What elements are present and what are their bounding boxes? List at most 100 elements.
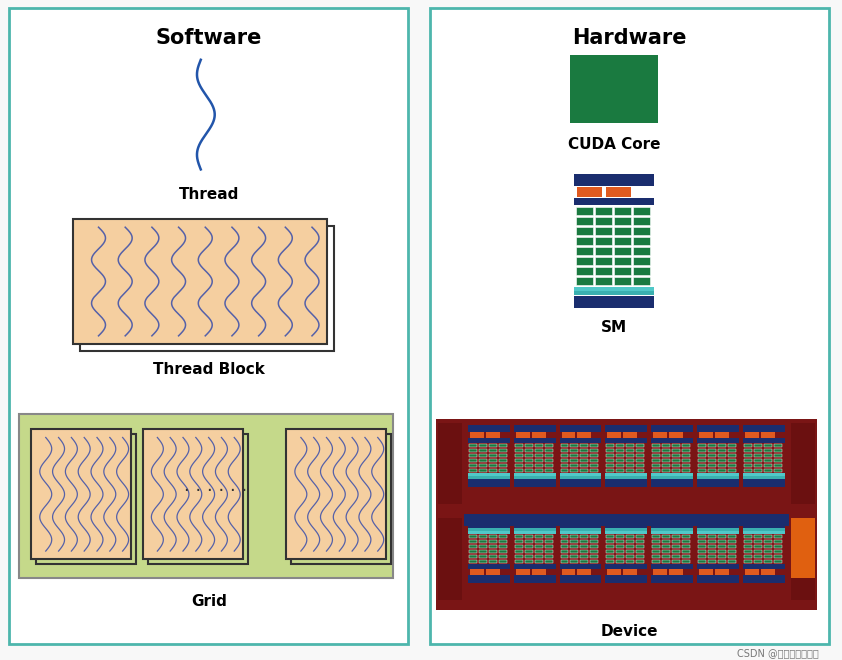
Bar [662,455,670,457]
Bar [616,545,624,548]
Bar [19,414,393,578]
Bar [479,560,487,563]
Bar [514,444,523,447]
Bar [637,560,644,563]
Bar [754,545,762,548]
Bar [718,535,726,538]
Bar [697,564,739,569]
Bar [754,560,762,563]
Bar [498,469,507,473]
Bar [438,422,462,504]
Bar [626,449,634,452]
Bar [626,455,634,457]
Bar [535,550,542,553]
Bar [531,432,546,438]
Bar [525,540,533,543]
Bar [745,569,759,575]
Bar [468,424,509,432]
Bar [616,459,624,463]
Bar [718,465,726,467]
Bar [607,569,621,575]
Bar [764,459,772,463]
Bar [525,465,533,467]
Bar [571,545,578,548]
Bar [561,459,568,463]
Bar [468,520,509,528]
Bar [764,535,772,538]
Bar [616,540,624,543]
Bar [764,444,772,447]
Bar [653,469,660,473]
Bar [754,550,762,553]
Bar [590,535,599,538]
Bar [561,550,568,553]
Bar [606,444,615,447]
Bar [653,465,660,467]
Bar [514,531,556,534]
Bar [590,560,599,563]
Bar [291,434,391,564]
Bar [479,550,487,553]
Bar [651,438,693,444]
Bar [143,430,242,559]
Bar [545,455,552,457]
Bar [514,564,556,569]
Bar [637,444,644,447]
Bar [774,455,781,457]
Bar [498,540,507,543]
Bar [561,555,568,558]
Bar [525,455,533,457]
Bar [469,455,477,457]
Bar [9,8,408,643]
Bar [697,520,739,528]
Bar [479,465,487,467]
Bar [637,555,644,558]
Bar [662,540,670,543]
Bar [633,247,650,255]
Bar [486,569,499,575]
Bar [672,535,680,538]
Bar [606,560,615,563]
Text: Hardware: Hardware [572,28,686,48]
Bar [535,469,542,473]
Bar [479,540,487,543]
Bar [743,449,752,452]
Bar [486,432,499,438]
Bar [715,569,729,575]
Bar [651,479,693,487]
Bar [653,455,660,457]
Bar [469,459,477,463]
Bar [743,550,752,553]
Bar [626,560,634,563]
Bar [468,473,509,477]
Bar [754,535,762,538]
Bar [672,469,680,473]
Bar [682,545,690,548]
Bar [651,564,693,569]
Bar [754,555,762,558]
Bar [774,560,781,563]
Bar [698,555,706,558]
Bar [438,518,462,600]
Bar [708,455,716,457]
Bar [728,550,736,553]
Bar [682,465,690,467]
Bar [535,455,542,457]
Bar [615,247,632,255]
Bar [743,555,752,558]
Bar [590,550,599,553]
Bar [774,449,781,452]
Bar [743,545,752,548]
Bar [615,257,632,265]
Bar [515,432,530,438]
Bar [561,465,568,467]
Bar [764,465,772,467]
Bar [590,455,599,457]
Bar [577,217,594,225]
Bar [514,465,523,467]
Bar [774,444,781,447]
Bar [743,455,752,457]
Bar [469,444,477,447]
Bar [637,459,644,463]
Bar [633,267,650,275]
